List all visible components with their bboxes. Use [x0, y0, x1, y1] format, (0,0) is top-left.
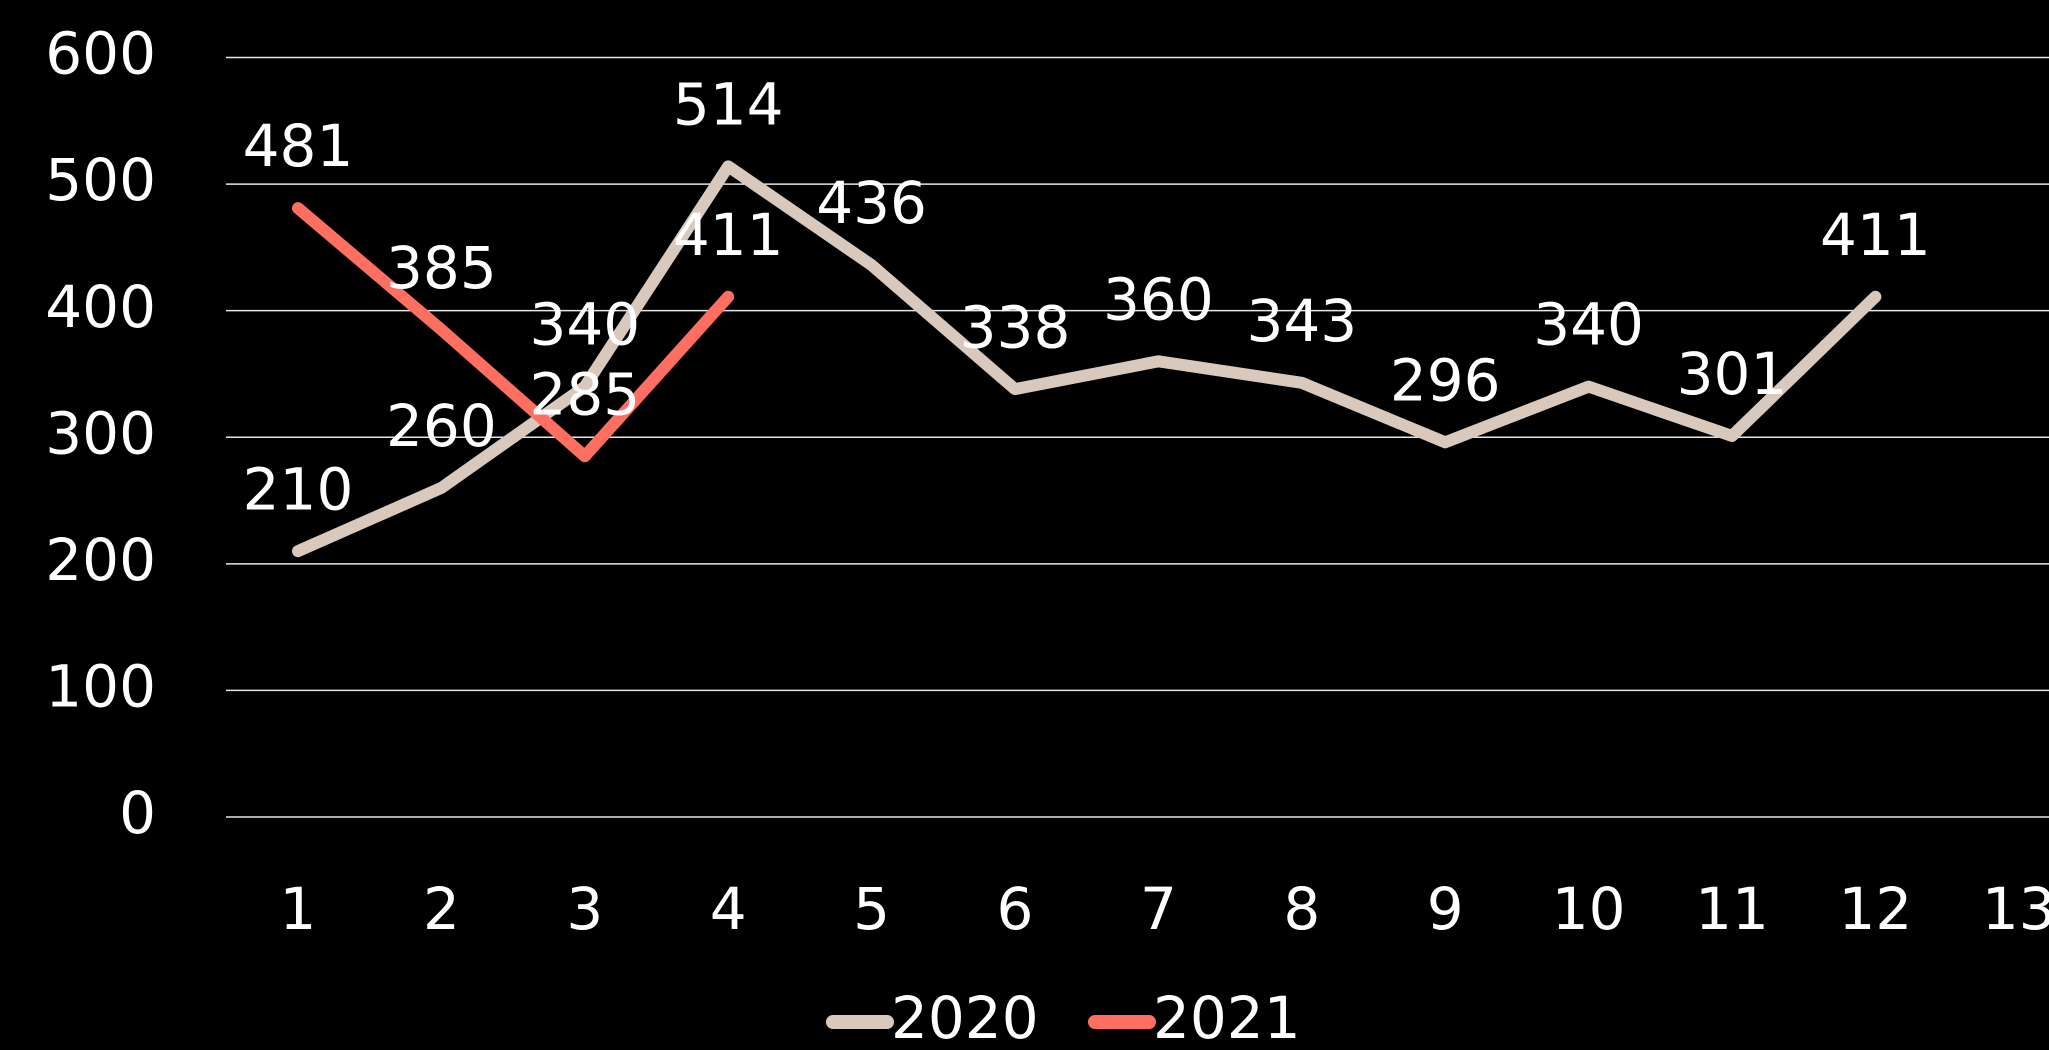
legend-label: 2020: [891, 984, 1039, 1050]
x-tick-label: 5: [853, 875, 890, 943]
data-label: 210: [243, 455, 354, 523]
x-tick-label: 9: [1427, 875, 1464, 943]
x-tick-label: 6: [997, 875, 1034, 943]
series-line: [292, 202, 735, 463]
data-label: 301: [1677, 340, 1788, 408]
data-label: 385: [386, 234, 497, 302]
y-tick-label: 400: [45, 273, 156, 341]
data-label: 360: [1103, 265, 1214, 333]
data-label: 340: [1533, 291, 1644, 359]
legend-label: 2021: [1153, 984, 1301, 1050]
x-tick-label: 7: [1140, 875, 1177, 943]
y-tick-label: 200: [45, 526, 156, 594]
x-tick-label: 12: [1838, 875, 1912, 943]
y-tick-label: 500: [45, 146, 156, 214]
data-label: 436: [816, 169, 927, 237]
x-tick-label: 1: [280, 875, 317, 943]
x-tick-label: 3: [566, 875, 603, 943]
data-label: 338: [960, 293, 1071, 361]
data-label: 285: [529, 360, 640, 428]
y-tick-label: 0: [119, 779, 156, 847]
x-tick-label: 8: [1283, 875, 1320, 943]
x-tick-label: 2: [423, 875, 460, 943]
data-label: 411: [1820, 201, 1931, 269]
series-line: [292, 160, 1882, 558]
y-tick-label: 100: [45, 653, 156, 721]
y-tick-label: 300: [45, 399, 156, 467]
x-tick-label: 4: [710, 875, 747, 943]
x-tick-label: 11: [1695, 875, 1769, 943]
data-label: 481: [243, 112, 354, 180]
data-label: 343: [1246, 287, 1357, 355]
data-label: 340: [529, 291, 640, 359]
data-label: 260: [386, 392, 497, 460]
data-label: 411: [673, 201, 784, 269]
data-label: 296: [1390, 346, 1501, 414]
data-label: 514: [673, 70, 784, 138]
y-tick-label: 600: [45, 20, 156, 88]
x-tick-label: 10: [1552, 875, 1626, 943]
x-tick-label: 13: [1982, 875, 2049, 943]
